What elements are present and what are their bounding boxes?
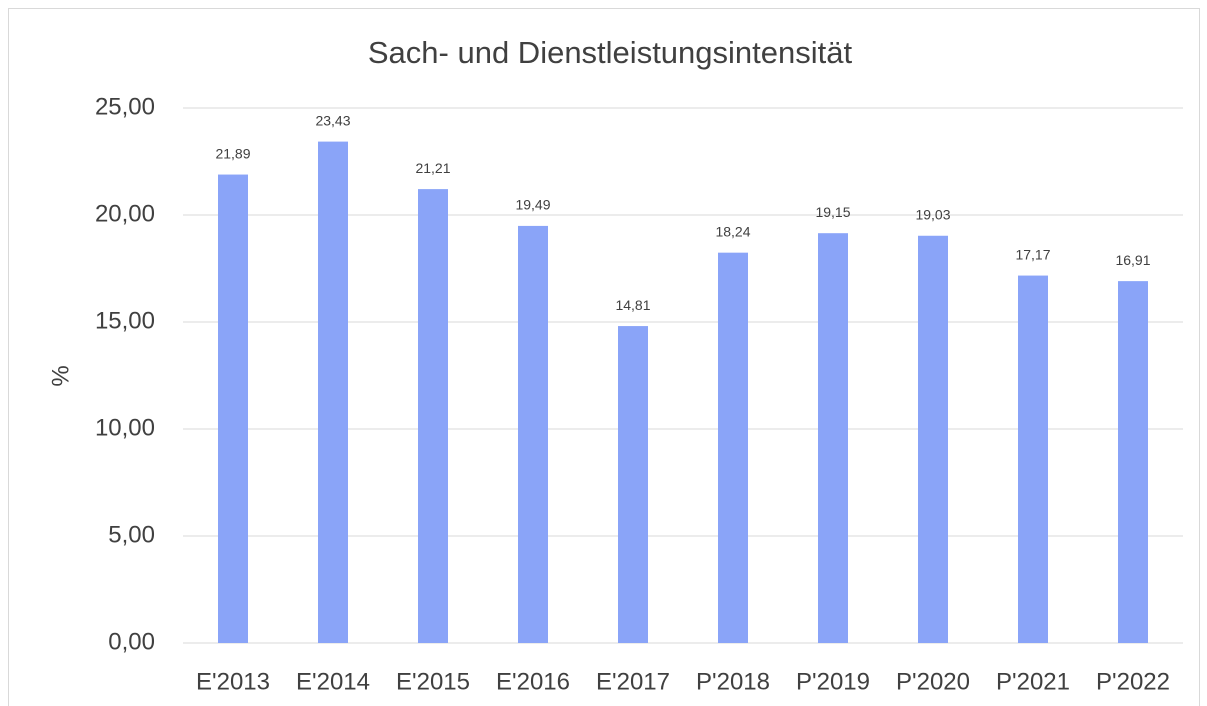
x-tick-label: E'2013 bbox=[196, 668, 270, 695]
x-tick-label: P'2021 bbox=[996, 668, 1070, 695]
data-label: 19,15 bbox=[815, 204, 850, 220]
chart-frame bbox=[8, 8, 1200, 706]
x-tick-label: P'2019 bbox=[796, 668, 870, 695]
y-tick-label: 15,00 bbox=[95, 307, 155, 334]
data-label: 19,49 bbox=[515, 197, 550, 213]
data-label: 23,43 bbox=[315, 112, 350, 128]
y-tick-label: 5,00 bbox=[108, 521, 155, 548]
bar bbox=[218, 174, 248, 643]
data-label: 21,21 bbox=[415, 160, 450, 176]
bar bbox=[918, 235, 948, 643]
x-tick-label: E'2016 bbox=[496, 668, 570, 695]
bar bbox=[318, 141, 348, 643]
x-tick-label: P'2020 bbox=[896, 668, 970, 695]
x-tick-label: E'2017 bbox=[596, 668, 670, 695]
y-axis-label: % bbox=[47, 365, 74, 386]
x-tick-label: E'2015 bbox=[396, 668, 470, 695]
bar bbox=[1118, 281, 1148, 643]
x-tick-label: P'2018 bbox=[696, 668, 770, 695]
y-tick-label: 0,00 bbox=[108, 628, 155, 655]
x-tick-label: P'2022 bbox=[1096, 668, 1170, 695]
data-label: 17,17 bbox=[1015, 246, 1050, 262]
y-tick-label: 25,00 bbox=[95, 93, 155, 120]
bar bbox=[818, 233, 848, 643]
data-label: 19,03 bbox=[915, 206, 950, 222]
data-label: 18,24 bbox=[715, 223, 750, 239]
data-label: 14,81 bbox=[615, 297, 650, 313]
y-tick-label: 10,00 bbox=[95, 414, 155, 441]
bar bbox=[518, 225, 548, 643]
data-label: 21,89 bbox=[215, 145, 250, 161]
bar bbox=[1018, 275, 1048, 643]
x-tick-label: E'2014 bbox=[296, 668, 370, 695]
y-tick-label: 20,00 bbox=[95, 200, 155, 227]
bar bbox=[618, 326, 648, 643]
bar bbox=[418, 189, 448, 643]
chart-title: Sach- und Dienstleistungsintensität bbox=[368, 35, 853, 70]
bar bbox=[718, 252, 748, 643]
data-label: 16,91 bbox=[1115, 252, 1150, 268]
